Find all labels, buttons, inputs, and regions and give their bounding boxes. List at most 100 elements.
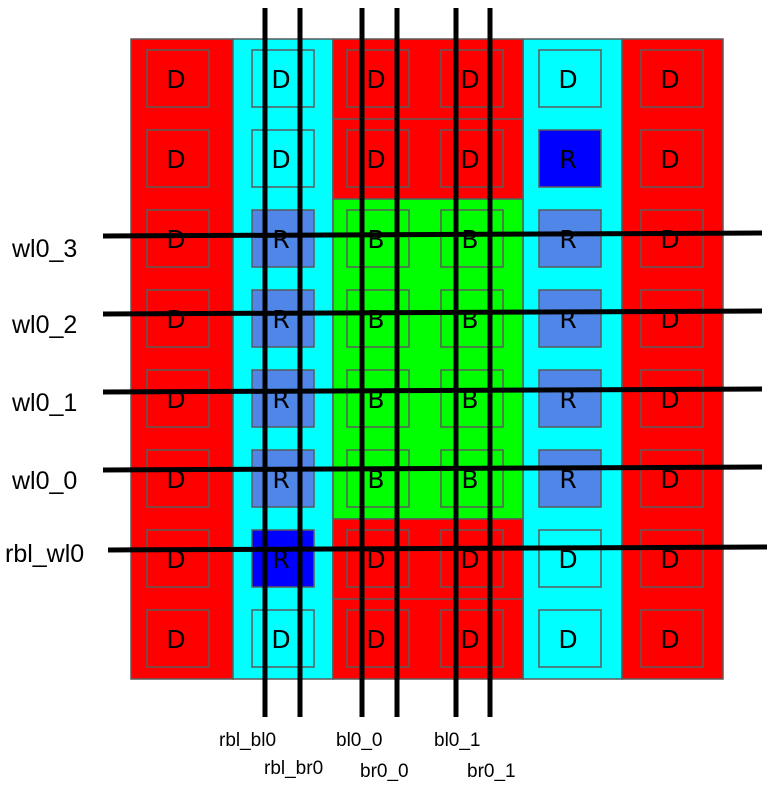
cell-box [251, 289, 315, 348]
cell-D: D [251, 49, 315, 108]
cell-D: D [538, 609, 602, 668]
cell-letter: R [272, 225, 289, 254]
cell-box [146, 369, 210, 428]
cell-box [640, 609, 704, 668]
cell-B: B [440, 209, 504, 268]
cell-box [440, 209, 504, 268]
cell-D: D [640, 289, 704, 348]
cell-D: D [346, 49, 410, 108]
cell-D: D [538, 49, 602, 108]
cell-letter: D [366, 65, 385, 94]
cell-B: B [346, 369, 410, 428]
cell-letter: D [660, 225, 679, 254]
cell-letter: D [366, 145, 385, 174]
cell-box [251, 49, 315, 108]
cell-letter: D [366, 545, 385, 574]
cell-letter: D [660, 145, 679, 174]
cell-D: D [146, 289, 210, 348]
cell-D: D [251, 129, 315, 188]
bitline-label-rbl_bl0: rbl_bl0 [219, 730, 276, 751]
cell-R: R [538, 449, 602, 508]
bitline-label-br0_0: br0_0 [360, 761, 409, 782]
cell-R: R [538, 289, 602, 348]
cell-D: D [146, 209, 210, 268]
cell-letter: D [166, 465, 185, 494]
cell-B: B [440, 369, 504, 428]
cell-box [251, 209, 315, 268]
cell-letter: R [272, 545, 289, 574]
cell-letter: B [461, 225, 478, 254]
cell-letter: D [166, 225, 185, 254]
cell-box [146, 289, 210, 348]
cell-box [640, 49, 704, 108]
cell-box [440, 609, 504, 668]
wordline-label-wl0_1: wl0_1 [11, 389, 77, 417]
cell-letter: D [460, 145, 479, 174]
cell-letter: R [272, 465, 289, 494]
cell-box [538, 129, 602, 188]
cell-D: D [251, 609, 315, 668]
cell-box [538, 289, 602, 348]
cell-D: D [640, 449, 704, 508]
cell-letter: D [660, 545, 679, 574]
cell-box [640, 129, 704, 188]
cell-R: R [538, 129, 602, 188]
wordline-wl0_3 [102, 230, 763, 239]
cell-box [146, 609, 210, 668]
cell-D: D [346, 129, 410, 188]
cell-letter: D [460, 625, 479, 654]
cell-letter: B [367, 225, 384, 254]
wordline-label-wl0_0: wl0_0 [11, 467, 77, 495]
cell-box [146, 49, 210, 108]
cell-box [146, 449, 210, 508]
cell-letter: D [460, 545, 479, 574]
cell-letter: R [559, 465, 576, 494]
cell-letter: R [559, 145, 576, 174]
cell-box [440, 369, 504, 428]
cell-letter: D [166, 305, 185, 334]
cell-B: B [346, 449, 410, 508]
cell-letter: B [461, 305, 478, 334]
cell-box [146, 209, 210, 268]
cell-box [440, 449, 504, 508]
cell-D: D [440, 529, 504, 588]
cell-box [440, 49, 504, 108]
cell-D: D [440, 49, 504, 108]
cell-box [440, 129, 504, 188]
cell-letter: D [660, 385, 679, 414]
cell-letter: D [660, 625, 679, 654]
cell-letter: D [660, 65, 679, 94]
cell-letter: D [460, 65, 479, 94]
cell-D: D [346, 609, 410, 668]
cell-letter: B [367, 465, 384, 494]
cell-box [538, 529, 602, 588]
cell-R: R [251, 449, 315, 508]
cell-letter: D [271, 65, 290, 94]
bitline-label-bl0_1: bl0_1 [434, 730, 481, 751]
wordline-label-wl0_3: wl0_3 [11, 235, 77, 263]
cell-B: B [346, 289, 410, 348]
cell-box [251, 529, 315, 588]
wordline-label-wl0_2: wl0_2 [11, 311, 77, 339]
cell-letter: D [660, 465, 679, 494]
cell-letter: D [166, 545, 185, 574]
cell-letter: D [558, 625, 577, 654]
cell-D: D [640, 369, 704, 428]
cell-box [251, 609, 315, 668]
cell-D: D [346, 529, 410, 588]
cell-box [440, 289, 504, 348]
cell-D: D [146, 369, 210, 428]
cell-letter: D [271, 625, 290, 654]
cell-D: D [440, 129, 504, 188]
cell-D: D [146, 609, 210, 668]
cell-box [640, 529, 704, 588]
cell-box [640, 289, 704, 348]
wordline-label-rbl_wl0: rbl_wl0 [5, 540, 84, 568]
cell-D: D [538, 529, 602, 588]
cell-D: D [640, 129, 704, 188]
bitline-label-br0_1: br0_1 [467, 761, 516, 782]
cell-letter: D [558, 65, 577, 94]
cell-box [146, 529, 210, 588]
cell-R: R [251, 209, 315, 268]
cell-D: D [146, 449, 210, 508]
